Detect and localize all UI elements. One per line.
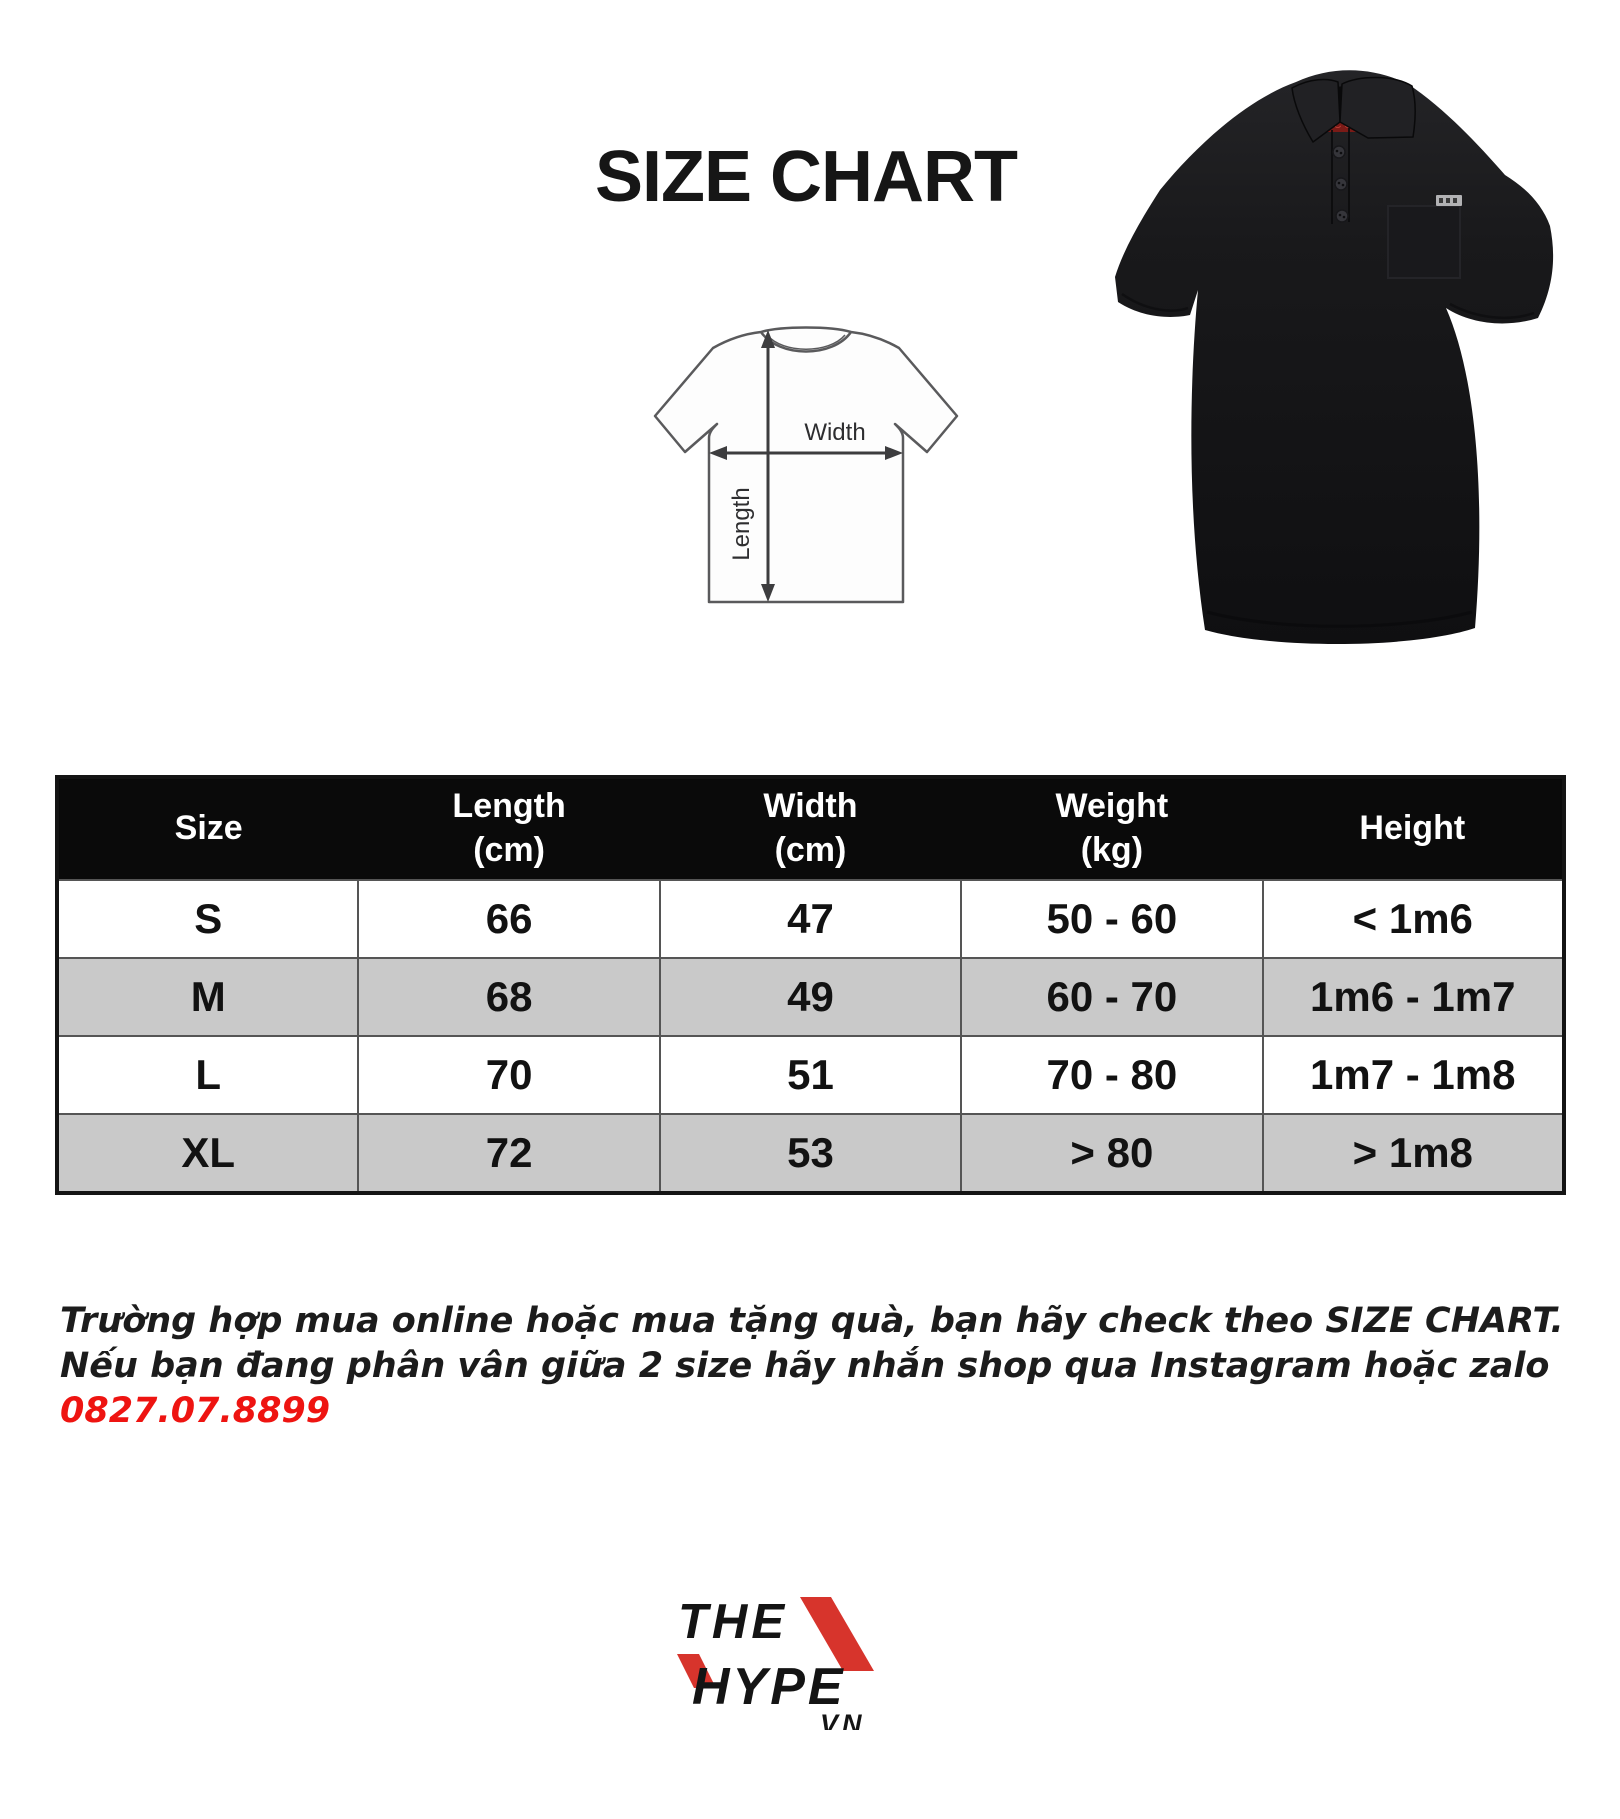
cell-height: < 1m6 bbox=[1261, 879, 1566, 959]
right-cuff-seam bbox=[1449, 302, 1535, 320]
logo-word-hype: HYPE bbox=[692, 1658, 846, 1716]
cell-size: XL bbox=[55, 1113, 360, 1194]
width-arrow-label: Width bbox=[804, 419, 865, 446]
logo-word-the: THE bbox=[678, 1595, 788, 1649]
col-header-width: Width (cm) bbox=[659, 777, 962, 880]
size-table-wrap: Size Length (cm) Width (cm) Weight (kg) Hei… bbox=[55, 775, 1566, 1195]
cell-weight: 50 - 60 bbox=[960, 879, 1264, 959]
table-row-s: S 66 47 50 - 60 < 1m6 bbox=[55, 879, 1566, 959]
logo-red-stripe-bottom bbox=[677, 1654, 716, 1688]
table-row-l: L 70 51 70 - 80 1m7 - 1m8 bbox=[55, 1035, 1566, 1115]
col-header-height: Height bbox=[1262, 777, 1564, 880]
table-row-xl: XL 72 53 > 80 > 1m8 bbox=[55, 1113, 1566, 1194]
length-arrow bbox=[761, 330, 775, 602]
hem-seam bbox=[1206, 610, 1473, 628]
cell-size: S bbox=[55, 879, 360, 959]
tshirt-measure-diagram: Width Length bbox=[653, 326, 959, 604]
table-row-m: M 68 49 60 - 70 1m6 - 1m7 bbox=[55, 957, 1566, 1037]
col-header-size: Size bbox=[57, 777, 359, 880]
note-line-1: Trường hợp mua online hoặc mua tặng quà,… bbox=[60, 1301, 1564, 1341]
left-cuff-seam bbox=[1121, 292, 1189, 312]
cell-width: 51 bbox=[658, 1035, 963, 1115]
note-line-2: Nếu bạn đang phân vân giữa 2 size hãy nh… bbox=[60, 1346, 1550, 1386]
phone-number: 0827.07.8899 bbox=[60, 1391, 331, 1431]
col-header-weight: Weight (kg) bbox=[961, 777, 1263, 880]
cell-size: M bbox=[55, 957, 360, 1037]
logo-word-vn: VN bbox=[820, 1709, 866, 1730]
polo-button bbox=[1334, 177, 1348, 191]
tshirt-outline bbox=[653, 326, 959, 604]
cell-size: L bbox=[55, 1035, 360, 1115]
polo-button bbox=[1335, 209, 1349, 223]
cell-length: 70 bbox=[357, 1035, 661, 1115]
logo-red-stripe-top bbox=[800, 1597, 874, 1671]
polo-button bbox=[1332, 145, 1346, 159]
cell-width: 53 bbox=[658, 1113, 963, 1194]
length-arrow-label: Length bbox=[728, 487, 755, 560]
cell-height: 1m7 - 1m8 bbox=[1261, 1035, 1566, 1115]
page-title: SIZE CHART bbox=[595, 137, 1018, 217]
cell-height: 1m6 - 1m7 bbox=[1261, 957, 1566, 1037]
cell-length: 68 bbox=[357, 957, 661, 1037]
size-chart-table: Size Length (cm) Width (cm) Weight (kg) Hei… bbox=[55, 775, 1566, 1195]
cell-length: 66 bbox=[357, 879, 661, 959]
cell-length: 72 bbox=[357, 1113, 661, 1194]
thehype-logo: THE HYPE VN bbox=[677, 1595, 874, 1730]
cell-height: > 1m8 bbox=[1261, 1113, 1566, 1194]
cell-weight: > 80 bbox=[960, 1113, 1264, 1194]
cell-weight: 70 - 80 bbox=[960, 1035, 1264, 1115]
cell-weight: 60 - 70 bbox=[960, 957, 1264, 1037]
purchase-note: Trường hợp mua online hoặc mua tặng quà,… bbox=[60, 1299, 1580, 1434]
chest-pocket bbox=[1387, 195, 1462, 279]
polo-shirt-photo: GUCCI bbox=[1115, 70, 1554, 645]
size-table-header: Size Length (cm) Width (cm) Weight (kg) Hei… bbox=[57, 777, 1564, 880]
col-header-length: Length (cm) bbox=[358, 777, 660, 880]
collar-right-flap bbox=[1339, 76, 1416, 139]
cell-width: 49 bbox=[658, 957, 963, 1037]
cell-width: 47 bbox=[658, 879, 963, 959]
width-arrow bbox=[709, 446, 903, 460]
button-placket bbox=[1331, 128, 1350, 224]
